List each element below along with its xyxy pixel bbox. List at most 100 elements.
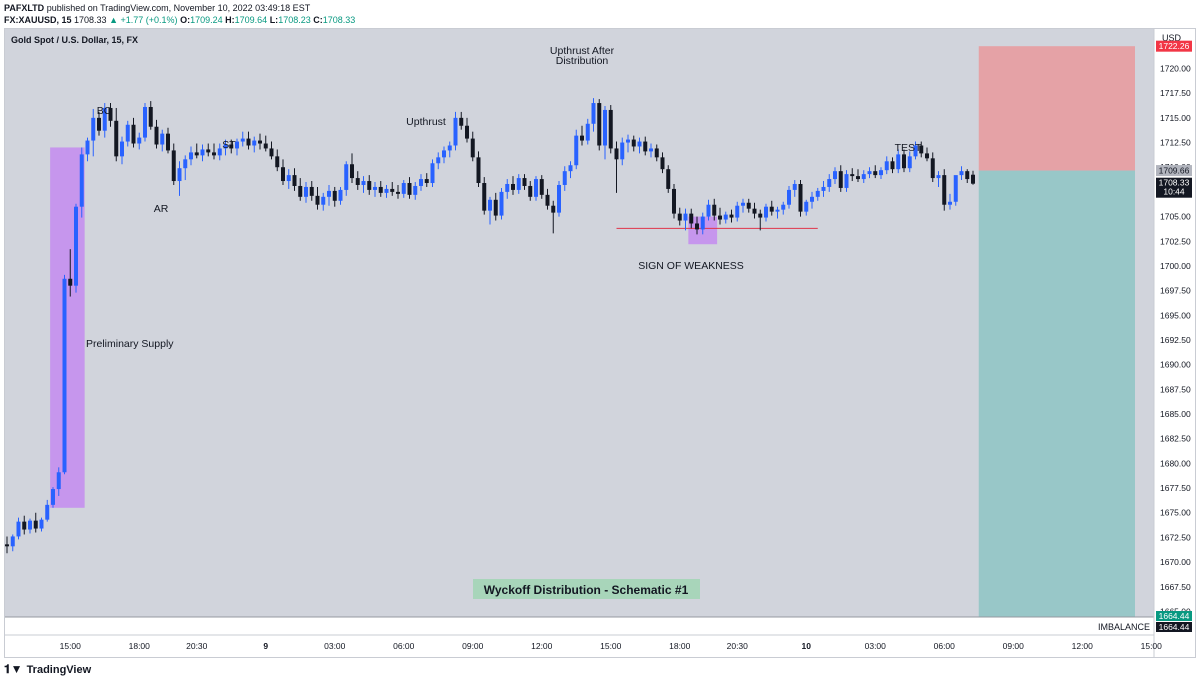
candle-body bbox=[534, 179, 538, 197]
candle bbox=[597, 99, 602, 151]
candle bbox=[649, 143, 653, 158]
candle bbox=[315, 186, 320, 210]
take-profit-zone[interactable] bbox=[978, 170, 1135, 617]
candle-body bbox=[390, 188, 395, 192]
candle-body bbox=[476, 157, 481, 184]
candle-body bbox=[718, 215, 722, 220]
candle-body bbox=[246, 138, 251, 146]
candle bbox=[252, 136, 257, 153]
time-tick: 12:00 bbox=[1072, 641, 1094, 651]
candle bbox=[919, 141, 924, 158]
candle bbox=[614, 141, 619, 193]
current-price-text: 1708.33 bbox=[1159, 178, 1190, 188]
candle-body bbox=[499, 191, 504, 216]
indicator-pane[interactable] bbox=[5, 618, 1154, 635]
candle-body bbox=[33, 520, 38, 529]
time-tick: 09:00 bbox=[1003, 641, 1025, 651]
candle-body bbox=[459, 117, 464, 126]
candle bbox=[62, 274, 67, 475]
candle-body bbox=[528, 185, 533, 197]
entry-price-text: 1709.66 bbox=[1159, 166, 1190, 176]
candle bbox=[436, 152, 441, 170]
wyckoff-title: Wyckoff Distribution - Schematic #1 bbox=[484, 583, 689, 597]
candle bbox=[114, 107, 119, 162]
price-axis[interactable]: 1720.001717.501715.001712.501710.001707.… bbox=[1160, 63, 1191, 616]
candle bbox=[902, 149, 906, 173]
candle bbox=[367, 175, 372, 195]
open-value: 1709.24 bbox=[190, 15, 223, 25]
candle-body bbox=[620, 142, 625, 160]
candle-body bbox=[91, 117, 96, 141]
candle bbox=[131, 117, 136, 148]
time-tick: 20:30 bbox=[186, 641, 208, 651]
candle bbox=[827, 174, 832, 192]
candle-body bbox=[327, 190, 331, 197]
candle-body bbox=[913, 145, 918, 157]
candle-body bbox=[585, 123, 590, 141]
candle-body bbox=[660, 157, 665, 170]
candle bbox=[246, 131, 251, 150]
footer-brand[interactable]: 𝟏▼ TradingView bbox=[4, 662, 91, 677]
candle bbox=[890, 157, 895, 174]
candle bbox=[281, 159, 285, 185]
candle-body bbox=[102, 107, 107, 131]
candle bbox=[804, 199, 809, 216]
candle bbox=[137, 132, 142, 150]
stop-loss-zone[interactable] bbox=[978, 46, 1135, 171]
candle-body bbox=[654, 148, 659, 158]
price-tick: 1670.00 bbox=[1160, 557, 1191, 567]
candle-body bbox=[16, 521, 21, 537]
candle bbox=[79, 147, 84, 218]
candle bbox=[666, 165, 671, 193]
candle-body bbox=[787, 189, 791, 205]
candle-body bbox=[148, 106, 153, 127]
candle bbox=[741, 198, 745, 213]
candle bbox=[373, 182, 377, 197]
candle bbox=[660, 152, 665, 174]
candle bbox=[183, 155, 188, 181]
time-tick: 9 bbox=[263, 641, 268, 651]
candle-body bbox=[850, 174, 855, 177]
candle-body bbox=[361, 181, 366, 185]
price-change: ▲ +1.77 (+0.1%) bbox=[109, 15, 178, 25]
candle bbox=[677, 207, 682, 226]
low-label: L: bbox=[269, 15, 279, 25]
candle-body bbox=[22, 521, 27, 530]
candle bbox=[327, 184, 331, 206]
candle bbox=[5, 536, 9, 554]
candle bbox=[206, 143, 211, 157]
candle-body bbox=[223, 144, 228, 149]
candle-body bbox=[677, 213, 682, 221]
candle-body bbox=[580, 135, 584, 141]
candle bbox=[292, 168, 297, 191]
author-name[interactable]: PAFXLTD bbox=[4, 3, 45, 13]
candle bbox=[844, 170, 849, 192]
candle bbox=[913, 141, 918, 160]
plot-area[interactable] bbox=[5, 29, 1154, 617]
candle bbox=[91, 108, 96, 157]
label-utad-line1: Upthrust After bbox=[550, 45, 615, 57]
label-st: ST bbox=[222, 139, 236, 151]
candle bbox=[528, 181, 533, 201]
time-tick: 10 bbox=[802, 641, 812, 651]
candle bbox=[620, 137, 625, 166]
candle bbox=[74, 203, 78, 293]
candle bbox=[637, 137, 642, 154]
candle bbox=[304, 182, 308, 203]
time-axis[interactable]: 15:00 18:00 20:30 9 03:00 06:00 09:00 12:00 15:0… bbox=[60, 641, 1163, 651]
candle-body bbox=[948, 201, 952, 205]
candle-body bbox=[902, 154, 906, 169]
candle-body bbox=[350, 164, 354, 179]
price-tick: 1680.00 bbox=[1160, 458, 1191, 468]
candle-body bbox=[637, 141, 642, 147]
time-tick: 06:00 bbox=[934, 641, 956, 651]
candle-body bbox=[401, 183, 406, 194]
candle-body bbox=[206, 149, 211, 153]
candle bbox=[269, 141, 274, 160]
candle-body bbox=[114, 120, 119, 157]
candle-body bbox=[953, 175, 958, 202]
candle bbox=[275, 149, 280, 172]
candle bbox=[712, 198, 717, 221]
candle-body bbox=[338, 189, 343, 201]
